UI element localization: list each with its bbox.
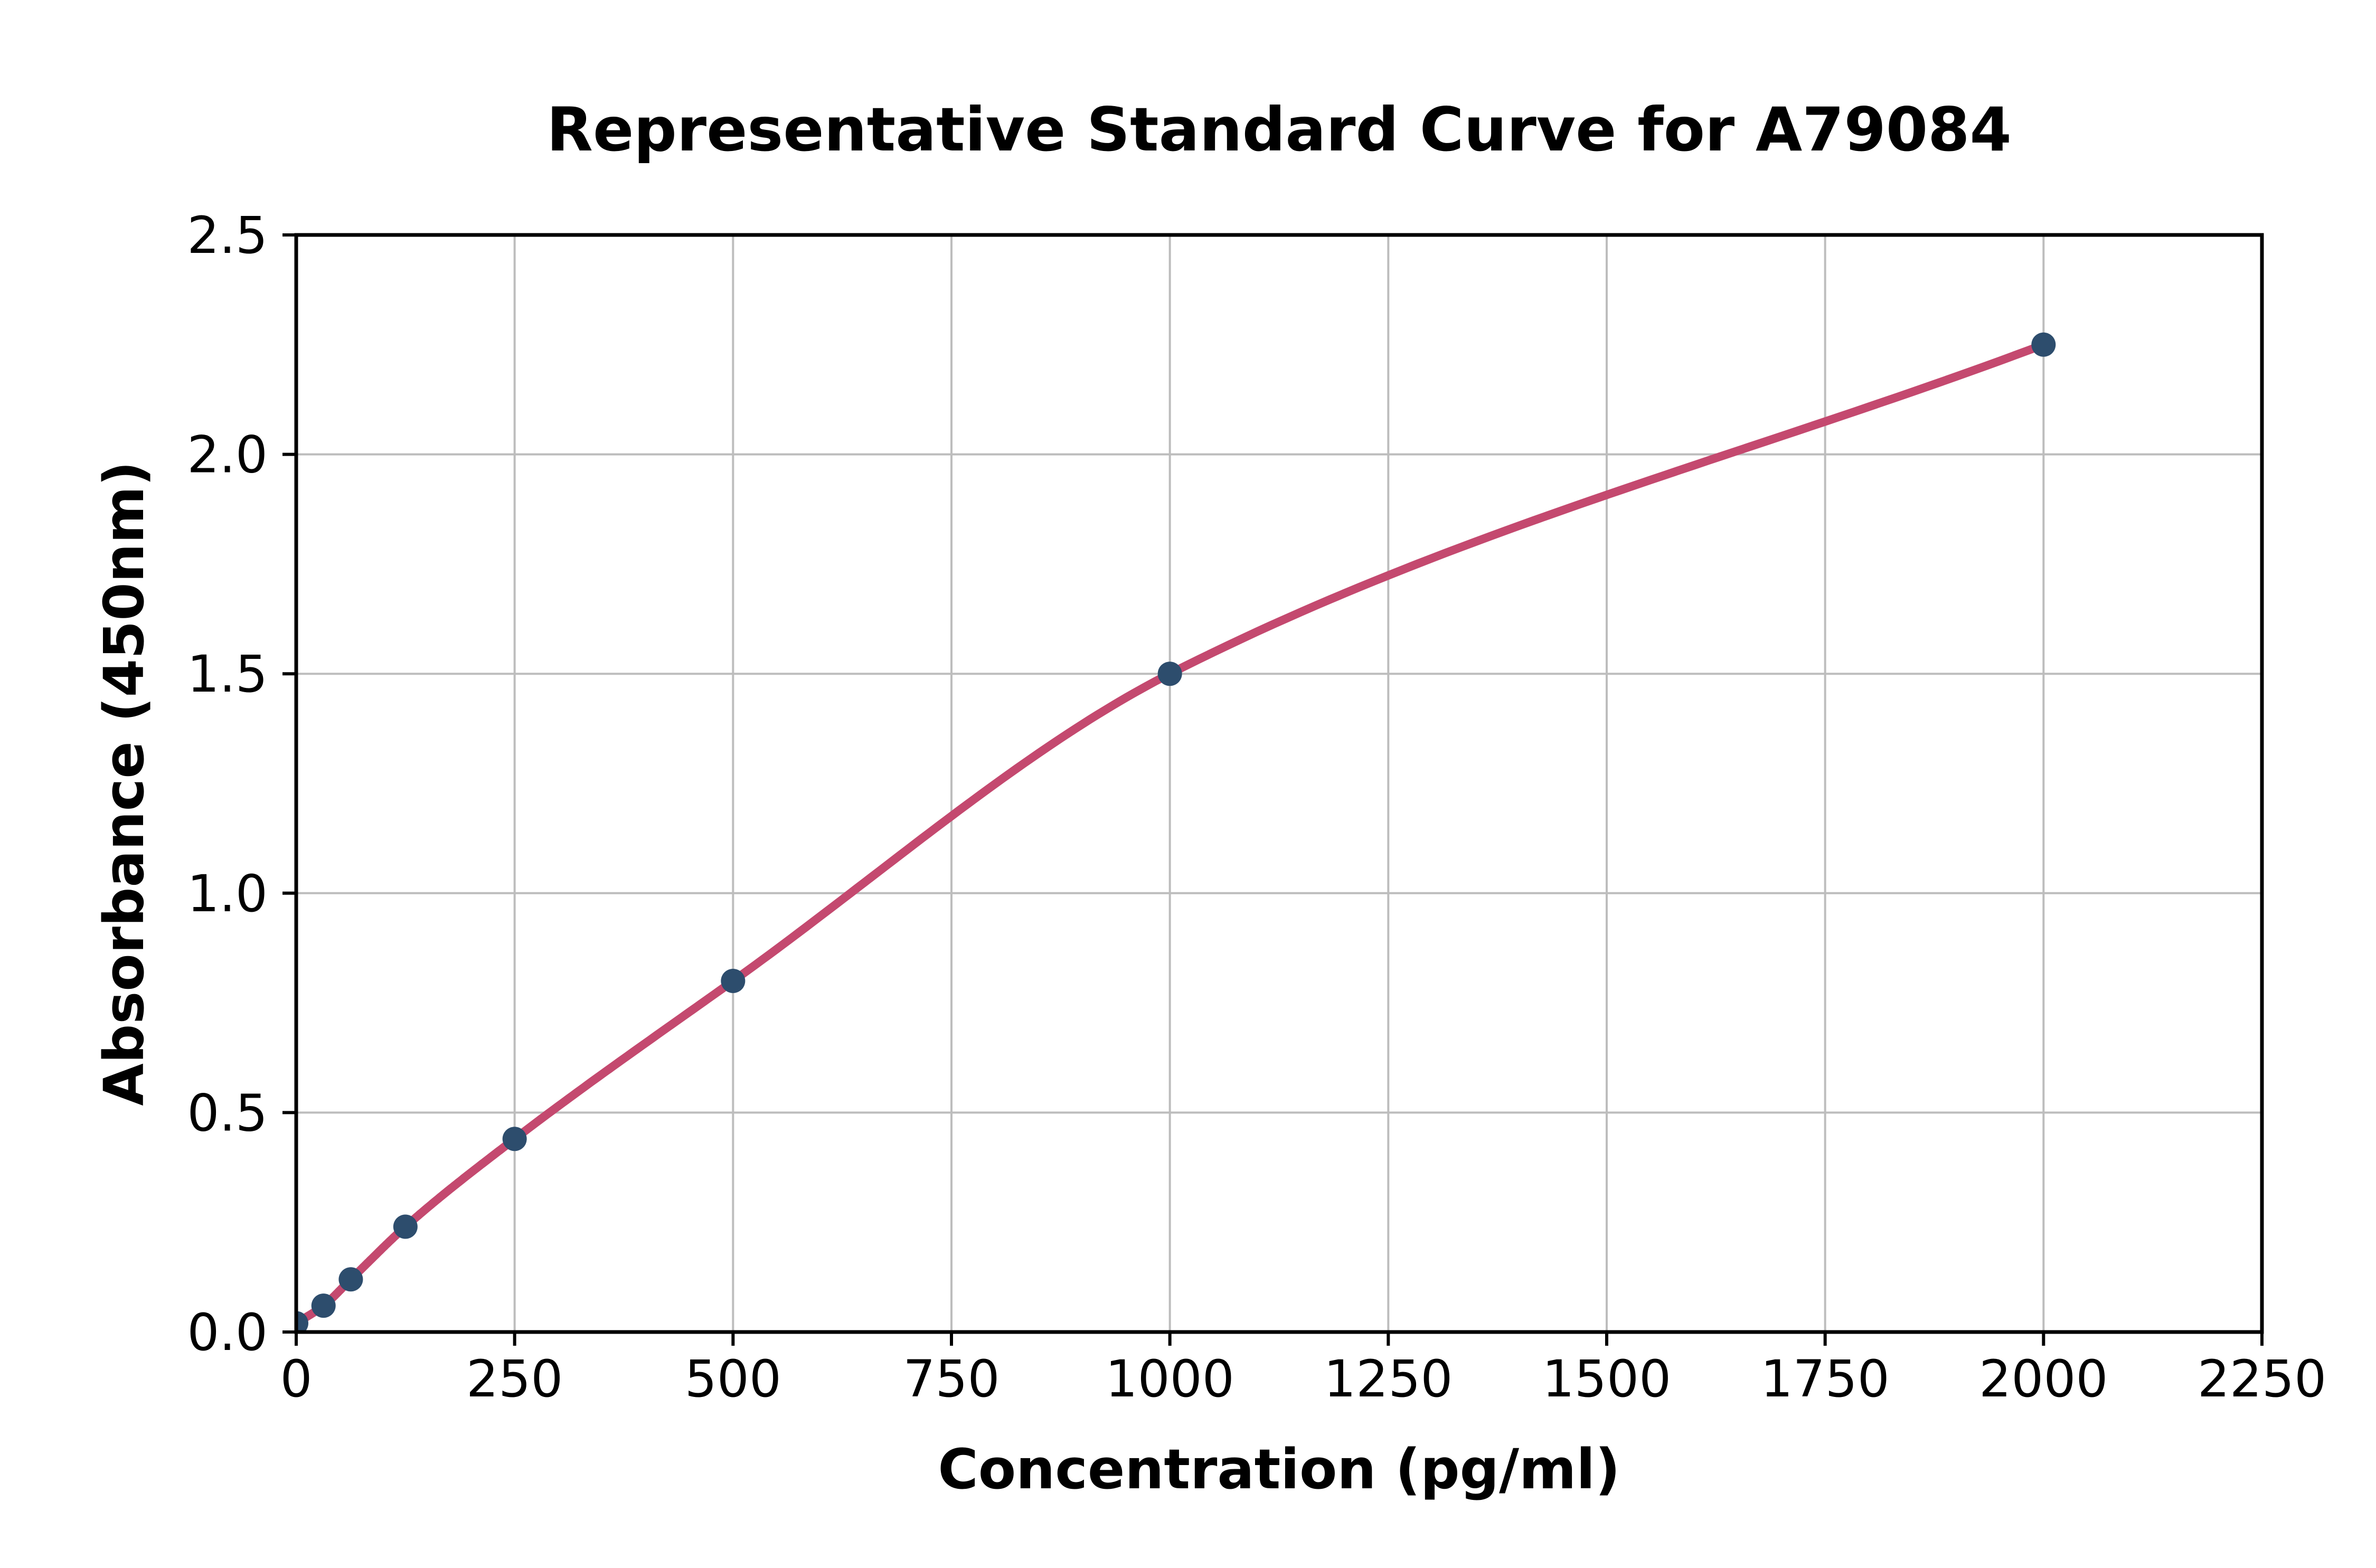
x-tick-label: 2250 [2198, 1349, 2326, 1409]
data-point-marker [296, 1311, 308, 1332]
x-tick-label: 0 [280, 1349, 312, 1409]
y-tick-label: 0.0 [187, 1303, 268, 1362]
chart-title: Representative Standard Curve for A79084 [546, 95, 2012, 165]
y-tick-label: 2.5 [187, 206, 268, 265]
x-tick-label: 750 [903, 1349, 1000, 1409]
data-point-marker [311, 1293, 336, 1318]
y-axis-label: Absorbance (450nm) [92, 461, 156, 1106]
x-tick-label: 2000 [1979, 1349, 2108, 1409]
data-point-marker [2031, 332, 2056, 357]
x-tick-label: 500 [685, 1349, 781, 1409]
y-tick-label: 2.0 [187, 426, 268, 485]
x-tick-label: 1000 [1106, 1349, 1234, 1409]
x-tick-label: 1500 [1542, 1349, 1671, 1409]
y-tick-label: 1.0 [187, 864, 268, 923]
data-point-marker [338, 1267, 363, 1292]
x-tick-label: 1250 [1324, 1349, 1453, 1409]
y-tick-label: 0.5 [187, 1083, 268, 1142]
x-axis-label: Concentration (pg/ml) [938, 1437, 1620, 1501]
x-tick-label: 1750 [1761, 1349, 1890, 1409]
plot-border [294, 233, 2264, 1334]
y-tick-label: 1.5 [187, 645, 268, 704]
data-point-marker [393, 1214, 418, 1239]
data-point-marker [502, 1127, 527, 1151]
data-point-marker [721, 969, 746, 994]
data-point-marker [1157, 662, 1182, 686]
x-tick-label: 250 [466, 1349, 563, 1409]
